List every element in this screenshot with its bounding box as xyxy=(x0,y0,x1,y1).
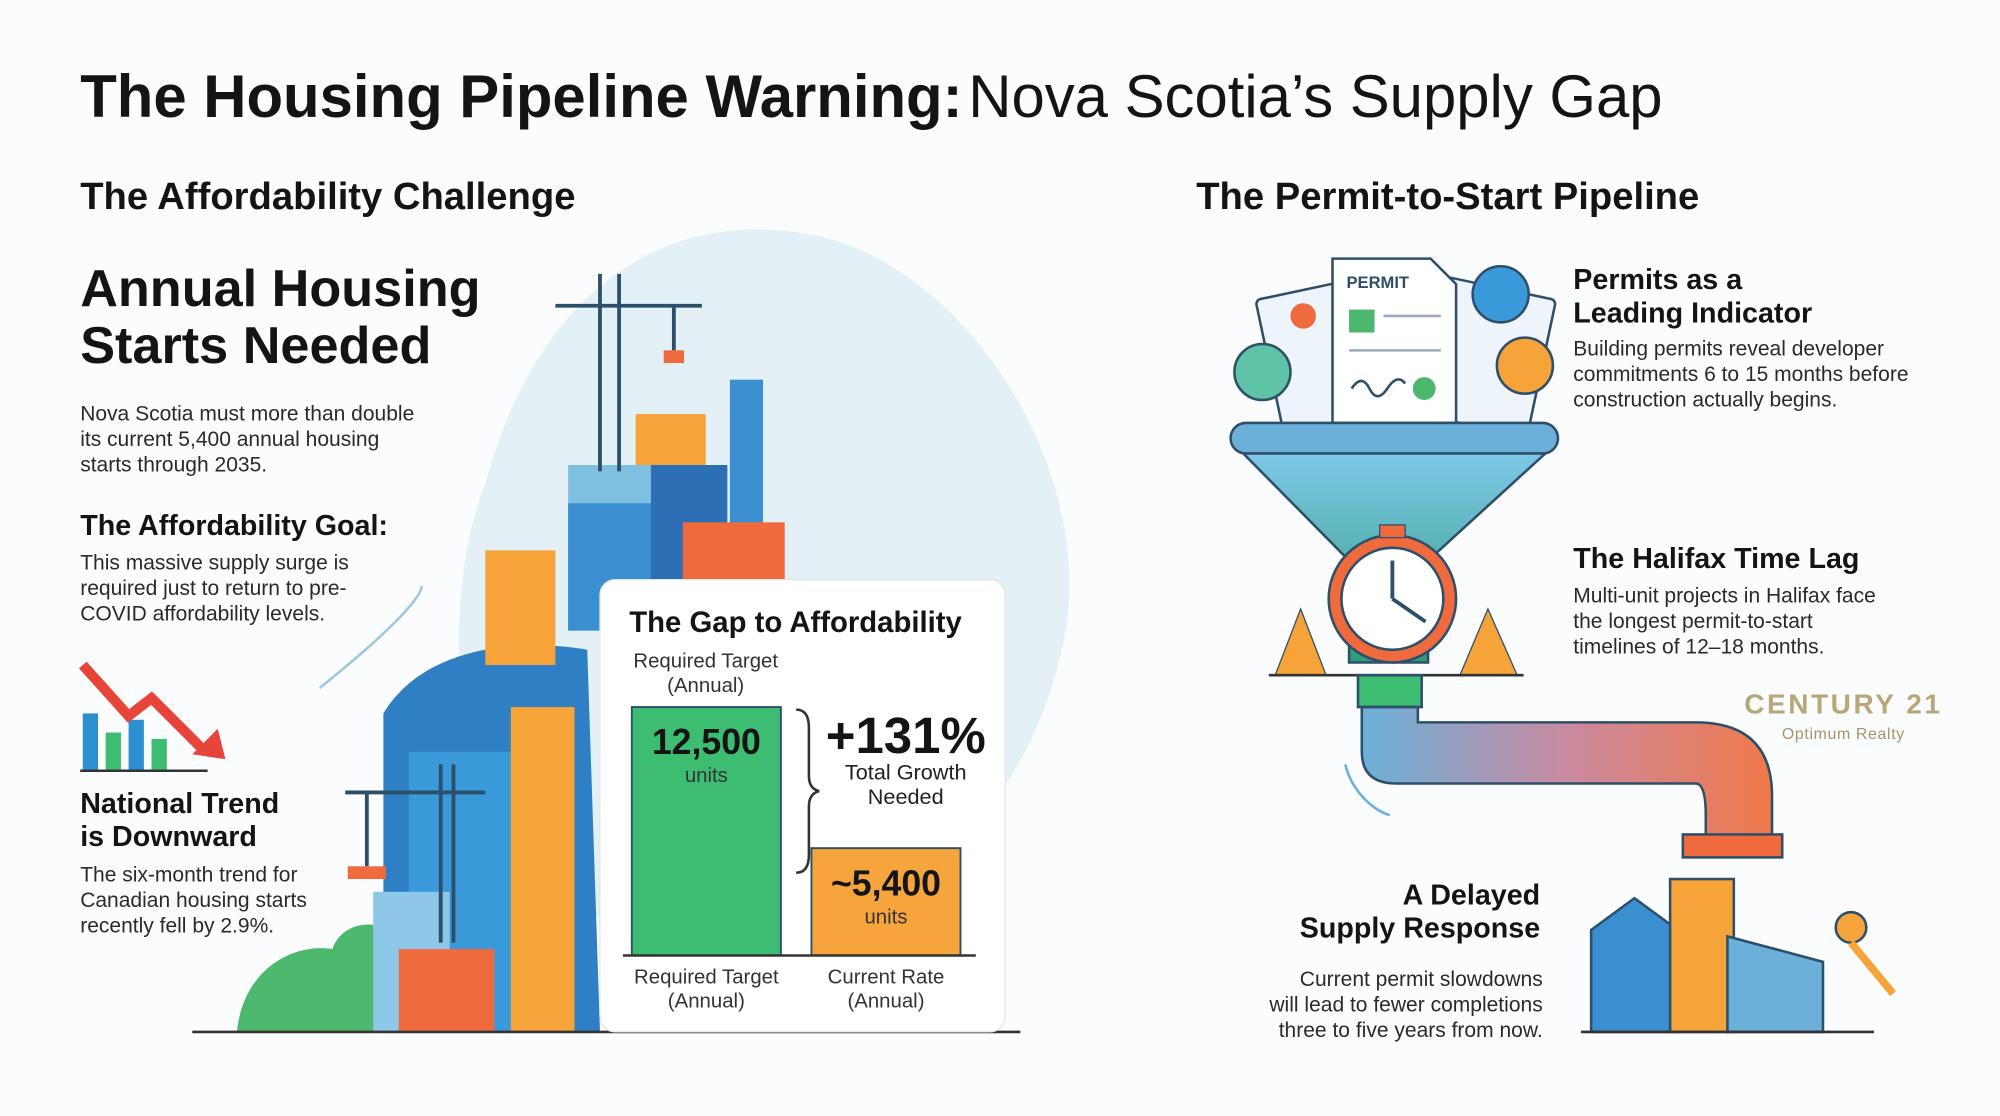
section-heading: The Affordability Challenge xyxy=(80,175,575,218)
bar xyxy=(630,706,782,957)
sub-title: The Affordability Goal: xyxy=(80,510,388,542)
construction-illustration-rect xyxy=(398,949,495,1032)
pipeline-illustration-rect xyxy=(1681,833,1784,859)
pipeline-illustration-rect xyxy=(1229,421,1560,455)
pipeline-illustration-circle xyxy=(1834,910,1868,945)
sub-title: is Downward xyxy=(80,821,257,853)
growth-note: Total Growth Needed xyxy=(844,760,967,809)
body-text: will lead to fewer completions xyxy=(1268,994,1542,1017)
pipeline-illustration-polygon xyxy=(1589,896,1680,1034)
trend-icon-rect xyxy=(128,719,144,770)
pipeline-illustration-rect xyxy=(1379,524,1406,539)
feature-title: Annual Housing xyxy=(80,260,480,318)
body-text: three to five years from now. xyxy=(1279,1019,1543,1042)
body-text: required just to return to pre- xyxy=(80,577,346,600)
body-text: Nova Scotia must more than double xyxy=(80,402,414,425)
x-category-label: Required Target (Annual) xyxy=(634,966,779,1013)
construction-illustration-rect xyxy=(510,707,575,1032)
bar xyxy=(810,847,962,957)
growth-note-text: Total Growth Needed xyxy=(844,760,967,809)
pipeline-illustration-path xyxy=(1350,378,1407,398)
pipeline-illustration-path xyxy=(1344,764,1391,817)
bar-value-label: 12,500 xyxy=(652,722,761,762)
body-text: COVID affordability levels. xyxy=(80,602,325,625)
title-regular: Nova Scotia’s Supply Gap xyxy=(968,63,1662,130)
bar-unit-label: units xyxy=(685,765,728,787)
body-text: the longest permit-to-start xyxy=(1573,610,1813,633)
x-category-label-text: Current Rate (Annual) xyxy=(827,966,945,1013)
pipeline-illustration-rect xyxy=(1668,877,1736,1034)
body-text: commitments 6 to 15 months before xyxy=(1573,363,1908,386)
trend-icon xyxy=(78,661,226,773)
body-text: This massive supply surge is xyxy=(80,551,349,574)
body-text: starts through 2035. xyxy=(80,453,267,476)
pipeline-illustration: PERMIT xyxy=(1229,257,1897,1034)
sub-title: National Trend xyxy=(80,788,279,820)
pipeline-illustration-line xyxy=(1848,940,1897,997)
chart-title: The Gap to Affordability xyxy=(629,606,962,639)
construction-illustration-rect xyxy=(485,550,556,666)
x-category-label: Current Rate (Annual) xyxy=(827,966,945,1013)
target-label: Required Target (Annual) xyxy=(633,651,779,697)
sub-title: Leading Indicator xyxy=(1573,297,1812,329)
pipeline-illustration-path xyxy=(1360,705,1774,843)
pipeline-illustration-circle xyxy=(1290,303,1316,329)
pipeline-illustration-circle xyxy=(1412,377,1436,401)
logo-tagline: Optimum Realty xyxy=(1782,726,1905,743)
construction-illustration-rect xyxy=(347,866,386,880)
body-text: The six-month trend for xyxy=(80,864,297,887)
bracket xyxy=(796,708,820,874)
sub-title: The Halifax Time Lag xyxy=(1573,543,1859,575)
trend-icon-polyline xyxy=(78,661,209,756)
body-text: Building permits reveal developer xyxy=(1573,337,1884,360)
construction-illustration-g xyxy=(345,273,702,943)
body-text: construction actually begins. xyxy=(1573,388,1837,411)
body-text: recently fell by 2.9%. xyxy=(80,915,274,938)
pipeline-illustration-rect xyxy=(1349,309,1375,333)
construction-illustration-rect xyxy=(635,414,706,465)
trend-icon-rect xyxy=(105,732,121,770)
pipeline-illustration-line xyxy=(1391,597,1427,624)
body-text: Current permit slowdowns xyxy=(1300,968,1543,991)
pipeline-illustration-circle xyxy=(1471,264,1530,324)
trend-icon-rect xyxy=(82,713,99,770)
x-category-label-text: Required Target (Annual) xyxy=(634,966,779,1013)
pipeline-illustration-polygon xyxy=(1458,607,1519,676)
construction-illustration-rect xyxy=(682,522,785,587)
body-text: its current 5,400 annual housing xyxy=(80,428,379,451)
gap-chart: The Gap to Affordability Required Target… xyxy=(599,579,1006,1033)
bar-unit-label: units xyxy=(864,906,907,928)
pipeline-illustration-circle xyxy=(1233,342,1292,402)
permit-label: PERMIT xyxy=(1347,273,1410,292)
section-heading: The Permit-to-Start Pipeline xyxy=(1196,175,1699,218)
target-label-text: Required Target (Annual) xyxy=(633,651,779,697)
pipeline-illustration-polygon xyxy=(1726,934,1825,1034)
body-text: timelines of 12–18 months. xyxy=(1573,636,1824,659)
trend-icon-polygon xyxy=(192,728,226,760)
trend-icon-rect xyxy=(151,738,167,770)
growth-annotation: +131% xyxy=(826,707,986,764)
body-text: Multi-unit projects in Halifax face xyxy=(1573,585,1876,608)
construction-illustration-path xyxy=(318,585,423,689)
construction-illustration-rect xyxy=(663,350,685,364)
page-title: The Housing Pipeline Warning: Nova Scoti… xyxy=(80,63,1662,130)
sub-title: Supply Response xyxy=(1300,913,1540,945)
pipeline-illustration-circle xyxy=(1495,336,1555,395)
bar-value-label: ~5,400 xyxy=(831,863,941,903)
feature-title: Starts Needed xyxy=(80,317,431,375)
sub-title: A Delayed xyxy=(1403,880,1541,912)
logo-name: CENTURY 21 xyxy=(1744,688,1942,719)
pipeline-illustration-polygon xyxy=(1274,607,1328,676)
body-text: Canadian housing starts xyxy=(80,889,307,912)
sub-title: Permits as a xyxy=(1573,264,1743,296)
title-bold: The Housing Pipeline Warning: xyxy=(80,63,962,130)
pipeline-illustration-rect xyxy=(1356,673,1423,709)
